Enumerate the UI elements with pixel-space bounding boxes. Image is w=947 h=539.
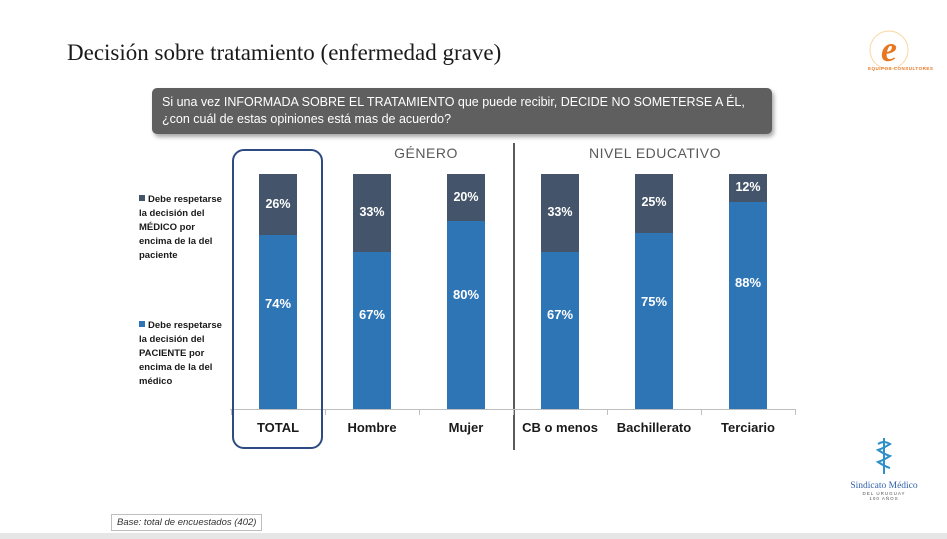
page-title: Decisión sobre tratamiento (enfermedad g… <box>67 40 502 65</box>
legend-paciente-line-0: Debe respetarse <box>148 320 222 331</box>
category-label-1: Hombre <box>347 420 397 435</box>
bar-paciente-0 <box>259 235 297 409</box>
legend-paciente-line-3: encima de la del <box>139 362 213 373</box>
data-label-paciente-2: 80% <box>452 286 480 302</box>
x-axis-tick-4 <box>607 409 608 415</box>
data-label-paciente-1: 67% <box>358 306 386 322</box>
legend-paciente-line-2: PACIENTE por <box>139 348 205 359</box>
x-axis-tick-5 <box>701 409 702 415</box>
bar-paciente-3 <box>541 251 579 409</box>
legend-medico-line-4: paciente <box>139 250 178 261</box>
bar-paciente-4 <box>635 232 673 409</box>
equipos-logo-letter: e <box>881 29 897 69</box>
bar-medico-1 <box>353 174 391 252</box>
bar-medico-2 <box>447 174 485 221</box>
legend-medico-line-1: la decisión del <box>139 208 205 219</box>
data-label-medico-4: 25% <box>641 195 667 210</box>
legend-item-medico: Debe respetarse la decisión del MÉDICO p… <box>139 193 231 263</box>
bar-medico-3 <box>541 174 579 252</box>
category-label-5: Terciario <box>721 420 775 435</box>
smu-name: Sindicato Médico <box>850 481 918 491</box>
data-label-paciente-4: 75% <box>640 294 668 310</box>
data-label-medico-5: 12% <box>735 180 761 195</box>
group-divider <box>513 143 515 450</box>
question-line-1: Si una vez INFORMADA SOBRE EL TRATAMIENT… <box>162 95 745 109</box>
x-axis <box>230 409 796 410</box>
legend-medico-line-3: encima de la del <box>139 236 213 247</box>
category-label-3: CB o menos <box>522 420 598 435</box>
legend-item-paciente: Debe respetarse la decisión del PACIENTE… <box>139 319 231 389</box>
data-label-medico-2: 20% <box>453 189 479 204</box>
bar-medico-5 <box>729 174 767 203</box>
data-label-medico-3: 33% <box>547 204 573 219</box>
footer-strip <box>0 533 947 539</box>
data-label-medico-0: 26% <box>265 196 291 211</box>
question-line-2: ¿con cuál de estas opiniones está mas de… <box>162 112 452 126</box>
data-label-paciente-3: 67% <box>546 306 574 322</box>
x-axis-tick-1 <box>325 409 326 415</box>
equipos-logo-text: EQUIPOS CONSULTORES <box>868 66 934 71</box>
legend-swatch-paciente <box>139 321 145 327</box>
category-label-2: Mujer <box>448 420 484 435</box>
legend-medico-line-2: MÉDICO por <box>139 222 195 233</box>
data-label-medico-1: 33% <box>359 204 385 219</box>
smu-subtitle: DEL URUGUAY <box>862 491 906 496</box>
caduceus-icon <box>875 438 893 474</box>
x-axis-tick-6 <box>795 409 796 415</box>
data-label-paciente-0: 74% <box>264 295 292 311</box>
total-highlight-box <box>232 149 323 449</box>
group-label-genero: GÉNERO <box>394 145 458 161</box>
x-axis-tick-3 <box>513 409 514 415</box>
data-label-paciente-5: 88% <box>734 274 762 290</box>
legend-paciente-line-4: médico <box>139 376 173 387</box>
legend-swatch-medico <box>139 195 145 201</box>
bar-medico-0 <box>259 174 297 236</box>
base-note: Base: total de encuestados (402) <box>111 514 263 531</box>
bar-paciente-5 <box>729 202 767 409</box>
bar-medico-4 <box>635 174 673 233</box>
category-label-0: TOTAL <box>256 420 300 435</box>
smu-logo: Sindicato Médico DEL URUGUAY 100 AÑOS <box>848 436 920 501</box>
question-box: Si una vez INFORMADA SOBRE EL TRATAMIENT… <box>152 88 772 134</box>
equipos-logo-icon: e <box>869 29 909 70</box>
legend-paciente-line-1: la decisión del <box>139 334 205 345</box>
x-axis-tick-0 <box>231 409 232 415</box>
group-label-nivel-educativo: NIVEL EDUCATIVO <box>589 145 721 161</box>
bar-paciente-2 <box>447 221 485 409</box>
category-label-4: Bachillerato <box>616 420 692 435</box>
bar-paciente-1 <box>353 251 391 409</box>
legend-medico-line-0: Debe respetarse <box>148 194 222 205</box>
smu-years: 100 AÑOS <box>869 496 899 501</box>
x-axis-tick-2 <box>419 409 420 415</box>
